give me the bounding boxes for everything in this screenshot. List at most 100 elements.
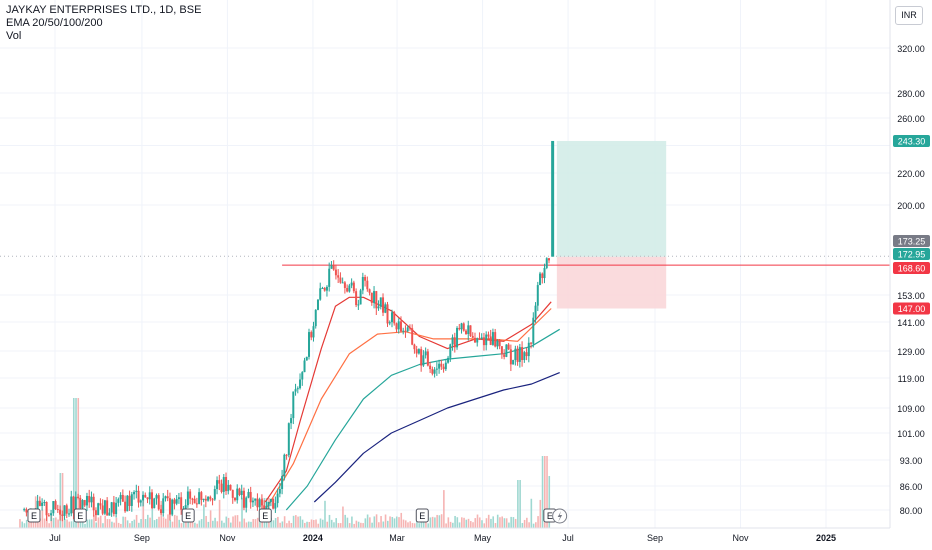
volume-bar xyxy=(418,523,420,528)
volume-bar xyxy=(436,514,438,528)
volume-bar xyxy=(46,516,48,528)
volume-bar xyxy=(422,517,425,528)
volume-bar xyxy=(431,516,434,528)
volume-bar xyxy=(117,522,120,528)
candle-body xyxy=(536,285,539,306)
candle-body xyxy=(543,267,546,279)
price-label-box-2 xyxy=(893,248,930,260)
candle-body xyxy=(193,498,196,504)
candle-body xyxy=(390,312,393,323)
candle-body xyxy=(76,496,79,498)
volume-bar xyxy=(151,507,154,528)
volume-bar xyxy=(247,521,250,528)
volume-bar xyxy=(135,514,138,528)
volume-bar xyxy=(402,519,405,528)
candle-body xyxy=(256,498,259,508)
volume-bar xyxy=(93,515,95,528)
volume-bar xyxy=(348,523,351,528)
volume-bar xyxy=(138,522,140,528)
candle-body xyxy=(148,492,151,500)
volume-bar xyxy=(304,522,306,528)
candle-body xyxy=(211,499,214,501)
volume-bar xyxy=(342,506,344,528)
time-tick-5: May xyxy=(474,533,492,543)
candle-body xyxy=(449,344,452,358)
volume-bar xyxy=(21,521,23,528)
volume-bar xyxy=(191,521,194,528)
candle-body xyxy=(496,340,499,347)
volume-bar xyxy=(120,523,122,528)
lightning-icon xyxy=(557,511,563,522)
price-axis[interactable]: 80.00 86.00 93.00 101.00 109.00 119.00 129.00 1… xyxy=(889,0,930,528)
price-tick-9: 200.00 xyxy=(897,201,925,211)
time-tick-6: Jul xyxy=(562,533,574,543)
ema-indicator-label[interactable]: EMA 20/50/100/200 xyxy=(6,17,103,29)
price-label-4: 147.00 xyxy=(898,304,926,314)
long-position-tool[interactable] xyxy=(556,140,667,309)
candle-body xyxy=(299,379,302,389)
volume-bar xyxy=(173,514,176,528)
price-label-box-1 xyxy=(893,235,930,247)
volume-bar xyxy=(411,522,414,528)
volume-bar xyxy=(337,523,340,528)
earnings-marker-label: E xyxy=(31,511,37,521)
candle-body xyxy=(348,285,351,292)
candle-body xyxy=(465,330,468,335)
price-tick-11: 260.00 xyxy=(897,114,925,124)
candle-body xyxy=(173,499,176,504)
candle-body xyxy=(195,503,198,505)
volume-bar xyxy=(353,523,355,528)
volume-bar xyxy=(514,518,517,528)
volume-bar xyxy=(463,517,465,528)
volume-bar xyxy=(535,522,537,528)
volume-bar xyxy=(203,504,205,528)
currency-button[interactable]: INR xyxy=(895,6,923,25)
candle-body xyxy=(189,491,192,499)
volume-bar xyxy=(234,515,237,528)
volume-indicator-label[interactable]: Vol xyxy=(6,30,22,42)
price-tick-0: 80.00 xyxy=(900,506,923,516)
volume-bar xyxy=(272,520,275,528)
volume-bar xyxy=(467,518,470,528)
volume-bar xyxy=(23,523,26,528)
time-axis[interactable]: Jul Sep Nov 2024 Mar May Jul Sep Nov 2025 xyxy=(0,527,890,543)
volume-bar xyxy=(523,519,526,528)
resistance-line[interactable] xyxy=(0,255,890,266)
candle-body xyxy=(175,499,178,504)
candle-body xyxy=(285,454,288,456)
earnings-marker-2 xyxy=(181,508,195,523)
volume-bar xyxy=(487,514,490,528)
candle-body xyxy=(451,337,454,345)
candle-body xyxy=(68,513,71,515)
candle-body xyxy=(388,322,391,324)
volume-bar xyxy=(106,519,109,528)
volume-bar xyxy=(440,514,443,528)
candle-body xyxy=(530,342,533,344)
volume-bar xyxy=(413,523,416,528)
volume-bar xyxy=(333,522,335,528)
candle-body xyxy=(81,500,84,509)
candle-body xyxy=(456,327,459,348)
candle-body xyxy=(438,363,441,369)
earnings-marker-0 xyxy=(27,508,41,523)
candle-body xyxy=(498,340,501,347)
price-label-box-4 xyxy=(893,302,930,315)
volume-bar xyxy=(86,519,89,528)
ema-line-1 xyxy=(264,296,552,503)
volume-bar xyxy=(95,522,98,528)
volume-bar xyxy=(384,514,387,528)
candle-body xyxy=(319,288,322,300)
candle-body xyxy=(361,277,364,291)
candle-body xyxy=(476,338,479,343)
price-tick-2: 93.00 xyxy=(900,456,923,466)
volume-bar xyxy=(409,521,412,528)
volume-bar xyxy=(386,520,389,528)
symbol-title[interactable]: JAYKAY ENTERPRISES LTD., 1D, BSE xyxy=(6,4,202,16)
volume-bar xyxy=(250,521,252,528)
volume-bar xyxy=(252,519,255,528)
volume-bar xyxy=(472,522,474,528)
volume-bar xyxy=(351,516,353,528)
candle-body xyxy=(70,496,73,514)
